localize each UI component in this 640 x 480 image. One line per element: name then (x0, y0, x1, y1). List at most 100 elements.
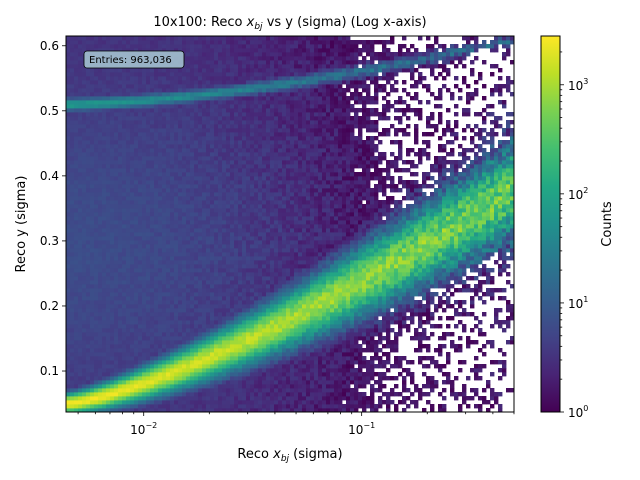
heatmap-cell (114, 212, 119, 217)
heatmap-cell (178, 140, 183, 145)
heatmap-cell (162, 276, 167, 281)
heatmap-cell (258, 40, 263, 45)
heatmap-cell (198, 188, 203, 193)
heatmap-cell (134, 308, 139, 313)
heatmap-cell (262, 284, 267, 289)
heatmap-cell (162, 316, 167, 321)
heatmap-cell (66, 284, 71, 289)
heatmap-cell (238, 92, 243, 97)
heatmap-cell (74, 408, 79, 413)
heatmap-cell (150, 296, 155, 301)
heatmap-cell (146, 88, 151, 93)
heatmap-cell (238, 68, 243, 73)
heatmap-cell (178, 88, 183, 93)
heatmap-cell (170, 372, 175, 377)
heatmap-cell (146, 392, 151, 397)
heatmap-cell (194, 68, 199, 73)
heatmap-cell (226, 48, 231, 53)
heatmap-cell (182, 80, 187, 85)
heatmap-cell (178, 116, 183, 121)
heatmap-cell (186, 204, 191, 209)
heatmap-cell (86, 104, 91, 109)
heatmap-cell (98, 168, 103, 173)
heatmap-cell (218, 132, 223, 137)
heatmap-cell (202, 104, 207, 109)
heatmap-cell (194, 224, 199, 229)
heatmap-cell (102, 224, 107, 229)
heatmap-cell (186, 312, 191, 317)
heatmap-cell (202, 52, 207, 57)
heatmap-cell (158, 252, 163, 257)
heatmap-cell (210, 188, 215, 193)
heatmap-cell (98, 188, 103, 193)
heatmap-cell (174, 224, 179, 229)
heatmap-cell (158, 328, 163, 333)
heatmap-cell (226, 52, 231, 57)
heatmap-cell (74, 80, 79, 85)
heatmap-cell (178, 92, 183, 97)
heatmap-cell (202, 168, 207, 173)
heatmap-cell (266, 100, 271, 105)
heatmap-cell (150, 168, 155, 173)
heatmap-cell (186, 272, 191, 277)
heatmap-cell (170, 108, 175, 113)
heatmap-cell (198, 216, 203, 221)
heatmap-cell (250, 384, 255, 389)
heatmap-cell (214, 88, 219, 93)
heatmap-cell (178, 316, 183, 321)
heatmap-cell (270, 200, 275, 205)
heatmap-cell (262, 224, 267, 229)
heatmap-cell (198, 360, 203, 365)
heatmap-cell (178, 284, 183, 289)
heatmap-cell (226, 140, 231, 145)
heatmap-cell (178, 280, 183, 285)
heatmap-cell (142, 72, 147, 77)
heatmap-cell (150, 300, 155, 305)
heatmap-cell (210, 296, 215, 301)
heatmap-cell (270, 352, 275, 357)
heatmap-cell (122, 380, 127, 385)
heatmap-cell (74, 284, 79, 289)
heatmap-cell (266, 260, 271, 265)
heatmap-cell (78, 156, 83, 161)
heatmap-cell (214, 216, 219, 221)
heatmap-cell (70, 392, 75, 397)
heatmap-cell (70, 128, 75, 133)
heatmap-cell (250, 324, 255, 329)
heatmap-cell (206, 40, 211, 45)
heatmap-cell (174, 388, 179, 393)
heatmap-cell (130, 100, 135, 105)
heatmap-cell (254, 208, 259, 213)
heatmap-cell (90, 112, 95, 117)
heatmap-cell (190, 220, 195, 225)
heatmap-cell (238, 260, 243, 265)
heatmap-cell (266, 160, 271, 165)
heatmap-cell (250, 368, 255, 373)
heatmap-cell (250, 36, 255, 41)
heatmap-cell (114, 136, 119, 141)
heatmap-cell (118, 340, 123, 345)
heatmap-cell (150, 348, 155, 353)
heatmap-cell (74, 276, 79, 281)
heatmap-cell (194, 84, 199, 89)
heatmap-cell (218, 408, 223, 413)
heatmap-cell (70, 148, 75, 153)
heatmap-cell (234, 112, 239, 117)
heatmap-cell (98, 384, 103, 389)
heatmap-cell (146, 136, 151, 141)
heatmap-cell (266, 200, 271, 205)
heatmap-cell (90, 108, 95, 113)
heatmap-cell (226, 100, 231, 105)
heatmap-cell (222, 364, 227, 369)
heatmap-cell (246, 196, 251, 201)
heatmap-cell (274, 348, 279, 353)
heatmap-cell (266, 300, 271, 305)
heatmap-cell (106, 332, 111, 337)
heatmap-cell (246, 136, 251, 141)
heatmap-cell (170, 48, 175, 53)
heatmap-cell (190, 168, 195, 173)
heatmap-cell (186, 316, 191, 321)
heatmap-cell (214, 192, 219, 197)
heatmap-cell (126, 300, 131, 305)
heatmap-cell (162, 336, 167, 341)
